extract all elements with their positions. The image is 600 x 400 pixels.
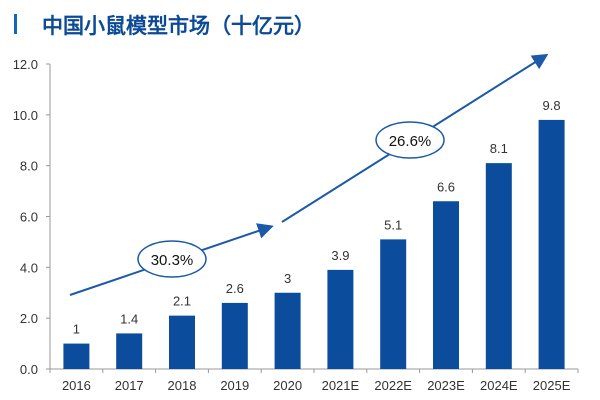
bar-2019: [221, 302, 248, 369]
x-tick-label: 2021E: [322, 378, 360, 393]
data-label: 1: [73, 322, 80, 337]
y-tick-label: 0.0: [20, 362, 38, 377]
title-accent-bar: [14, 14, 17, 34]
bar-2016: [63, 343, 90, 369]
y-tick-label: 2.0: [20, 311, 38, 326]
y-tick-label: 10.0: [13, 108, 38, 123]
y-tick-label: 12.0: [13, 57, 38, 72]
cagr-label: 30.3%: [151, 252, 194, 269]
data-label: 9.8: [543, 98, 561, 113]
x-tick-label: 2020: [273, 378, 302, 393]
data-label: 2.1: [173, 294, 191, 309]
data-label: 1.4: [120, 311, 138, 326]
x-tick-label: 2022E: [374, 378, 412, 393]
data-label: 3.9: [331, 248, 349, 263]
chart-title: 中国小鼠模型市场（十亿元）: [42, 14, 315, 38]
cagr-ellipse: [375, 121, 445, 159]
cagr-label: 26.6%: [389, 133, 432, 150]
data-label: 2.6: [226, 281, 244, 296]
bar-2021E: [327, 269, 354, 369]
x-tick-label: 2019: [220, 378, 249, 393]
bar-2018: [169, 315, 195, 369]
data-label: 6.6: [437, 179, 455, 194]
x-tick-label: 2025E: [533, 378, 571, 393]
data-label: 8.1: [490, 141, 508, 156]
x-tick-label: 2017: [115, 378, 144, 393]
bar-2024E: [485, 163, 512, 369]
data-label: 5.1: [384, 217, 402, 232]
x-tick-label: 2018: [168, 378, 197, 393]
x-tick-label: 2016: [62, 378, 91, 393]
x-tick-label: 2023E: [427, 378, 465, 393]
y-tick-label: 6.0: [20, 210, 38, 225]
y-tick-label: 4.0: [20, 260, 38, 275]
x-tick-label: 2024E: [480, 378, 518, 393]
data-label: 3: [284, 271, 291, 286]
bar-2022E: [380, 239, 407, 369]
cagr-ellipse: [137, 240, 207, 278]
bar-2017: [116, 333, 143, 369]
bar-2023E: [433, 201, 459, 369]
bar-2020: [274, 292, 301, 369]
bar-2025E: [538, 119, 565, 370]
y-tick-label: 8.0: [20, 159, 38, 174]
